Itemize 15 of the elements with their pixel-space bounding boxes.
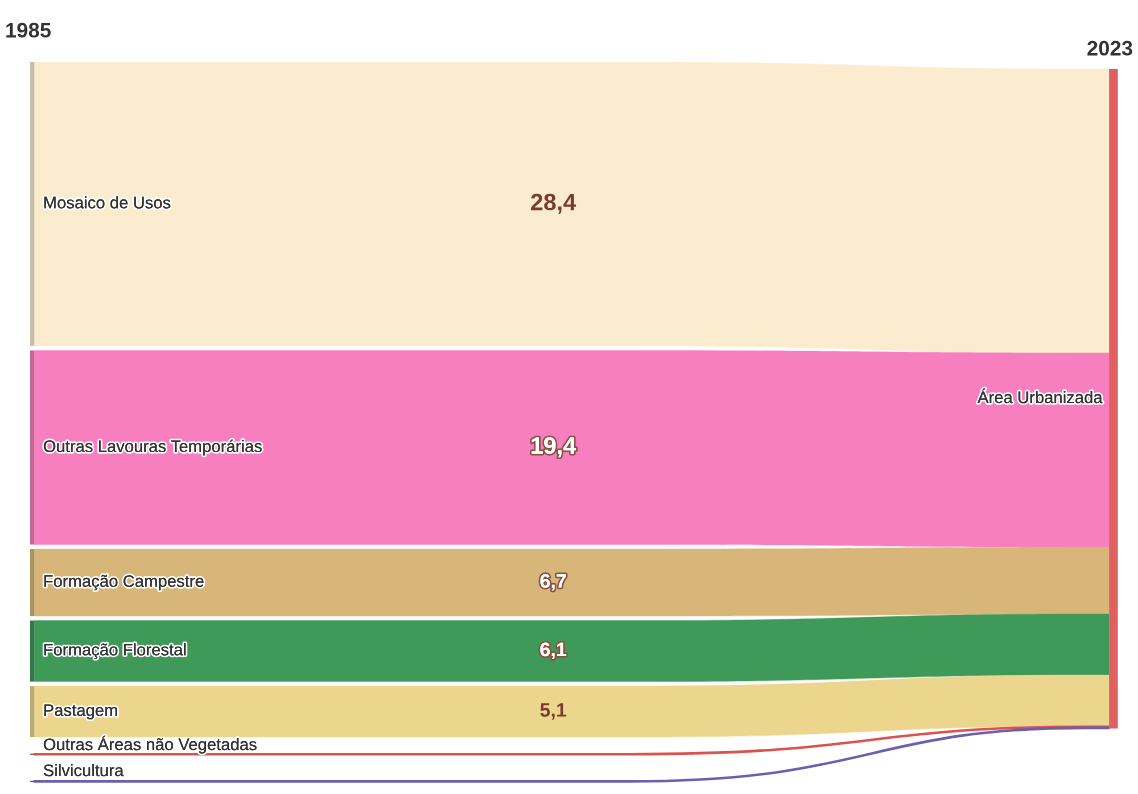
data-label: 19,4 [531, 437, 577, 458]
category-label: Outras Lavouras Temporárias [43, 439, 262, 456]
data-label: 6,1 [540, 642, 567, 660]
data-label: 28,4 [531, 193, 577, 214]
text: 1985 [6, 22, 51, 38]
category-label: Pastagem [44, 704, 118, 720]
category-label: Silvicultura [43, 764, 124, 777]
data-label: 6,7 [540, 574, 566, 591]
data-label: 5,1 [540, 703, 567, 720]
category-label: Formação Florestal [44, 643, 186, 659]
category-label: Outras Áreas não Vegetadas [43, 735, 257, 754]
text: Área Urbanizada [977, 388, 1103, 404]
category-label: Formação Campestre [44, 574, 204, 591]
text: 2023 [1087, 40, 1133, 56]
category-label: Mosaico de Usos [44, 196, 171, 209]
